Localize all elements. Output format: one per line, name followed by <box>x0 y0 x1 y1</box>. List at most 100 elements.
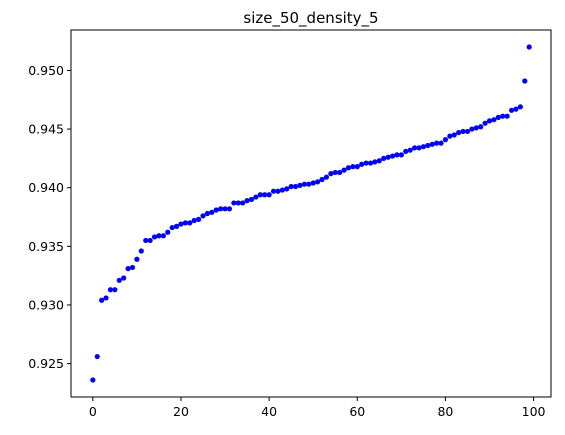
data-point <box>129 264 136 271</box>
data-point <box>107 287 114 293</box>
data-point <box>363 160 369 166</box>
data-point <box>367 160 374 166</box>
data-point <box>125 266 131 272</box>
data-point <box>420 144 426 150</box>
data-point <box>209 209 215 215</box>
data-point <box>213 207 219 213</box>
data-point <box>491 117 497 123</box>
data-point <box>112 287 118 293</box>
data-point <box>403 148 409 154</box>
data-point <box>486 118 493 124</box>
data-point <box>495 114 501 120</box>
data-point <box>301 181 307 187</box>
data-point <box>332 169 338 176</box>
data-point <box>165 229 171 235</box>
data-point <box>438 140 444 146</box>
y-axis: 0.925 0.930 0.935 0.940 0.945 0.950 <box>28 63 71 371</box>
data-point <box>478 124 484 130</box>
data-point <box>279 187 285 193</box>
data-points <box>90 44 532 383</box>
y-tick-label: 0.945 <box>28 122 64 137</box>
data-point <box>442 137 449 143</box>
y-tick-label: 0.950 <box>28 63 64 78</box>
data-point <box>508 107 515 113</box>
data-point <box>253 194 259 200</box>
data-point <box>376 158 382 164</box>
data-point <box>328 171 334 177</box>
data-point <box>411 145 418 151</box>
data-point <box>385 154 391 160</box>
data-point <box>359 161 365 167</box>
data-point <box>447 133 453 139</box>
data-point <box>341 167 347 173</box>
data-point <box>513 106 519 112</box>
data-point <box>121 275 127 281</box>
data-point <box>394 152 400 158</box>
data-point <box>178 221 184 227</box>
data-point <box>345 165 352 171</box>
data-point <box>398 152 404 158</box>
y-tick-label: 0.940 <box>28 180 64 195</box>
data-point <box>381 155 387 161</box>
data-point <box>151 234 158 240</box>
data-point <box>416 145 422 151</box>
data-point <box>187 220 193 226</box>
data-point <box>226 206 233 212</box>
y-tick-label: 0.925 <box>28 356 64 371</box>
data-point <box>319 176 325 183</box>
x-tick-label: 60 <box>349 404 365 419</box>
data-point <box>460 128 466 135</box>
data-point <box>231 200 237 206</box>
data-point <box>138 248 144 254</box>
data-point <box>200 213 206 219</box>
data-point <box>270 188 277 194</box>
data-point <box>94 353 100 360</box>
data-point <box>350 163 356 170</box>
data-point <box>451 132 457 138</box>
data-point <box>160 233 166 239</box>
data-point <box>173 223 180 229</box>
data-point <box>429 141 435 147</box>
data-point <box>218 206 224 212</box>
data-point <box>244 198 250 204</box>
data-point <box>275 188 281 194</box>
x-axis: 0 20 40 60 80 100 <box>89 397 546 419</box>
x-tick-label: 40 <box>261 404 277 419</box>
data-point <box>522 78 528 84</box>
chart-title: size_50_density_5 <box>243 9 378 28</box>
data-point <box>456 129 462 136</box>
data-point <box>196 216 202 222</box>
data-point <box>389 153 396 159</box>
data-point <box>156 233 162 239</box>
data-point <box>482 120 488 126</box>
data-point <box>323 174 330 180</box>
data-point <box>469 126 475 132</box>
data-point <box>143 237 149 244</box>
data-point <box>288 183 294 190</box>
y-tick-label: 0.935 <box>28 239 64 254</box>
x-tick-label: 0 <box>89 404 97 419</box>
data-point <box>292 183 299 190</box>
data-point <box>306 181 312 187</box>
data-point <box>315 179 321 185</box>
data-point <box>284 186 290 192</box>
data-point <box>500 113 506 119</box>
data-point <box>134 256 140 262</box>
data-point <box>191 217 197 224</box>
data-point <box>235 200 241 206</box>
data-point <box>204 210 211 217</box>
data-point <box>169 224 175 231</box>
data-point <box>407 147 413 153</box>
data-point <box>504 113 510 119</box>
data-point <box>464 128 471 135</box>
data-point <box>262 192 268 198</box>
data-point <box>222 206 228 212</box>
data-point <box>297 182 303 188</box>
data-point <box>182 220 188 226</box>
data-point <box>425 142 431 149</box>
data-point <box>99 297 105 303</box>
data-point <box>526 44 532 50</box>
x-tick-label: 80 <box>437 404 453 419</box>
data-point <box>266 192 272 198</box>
